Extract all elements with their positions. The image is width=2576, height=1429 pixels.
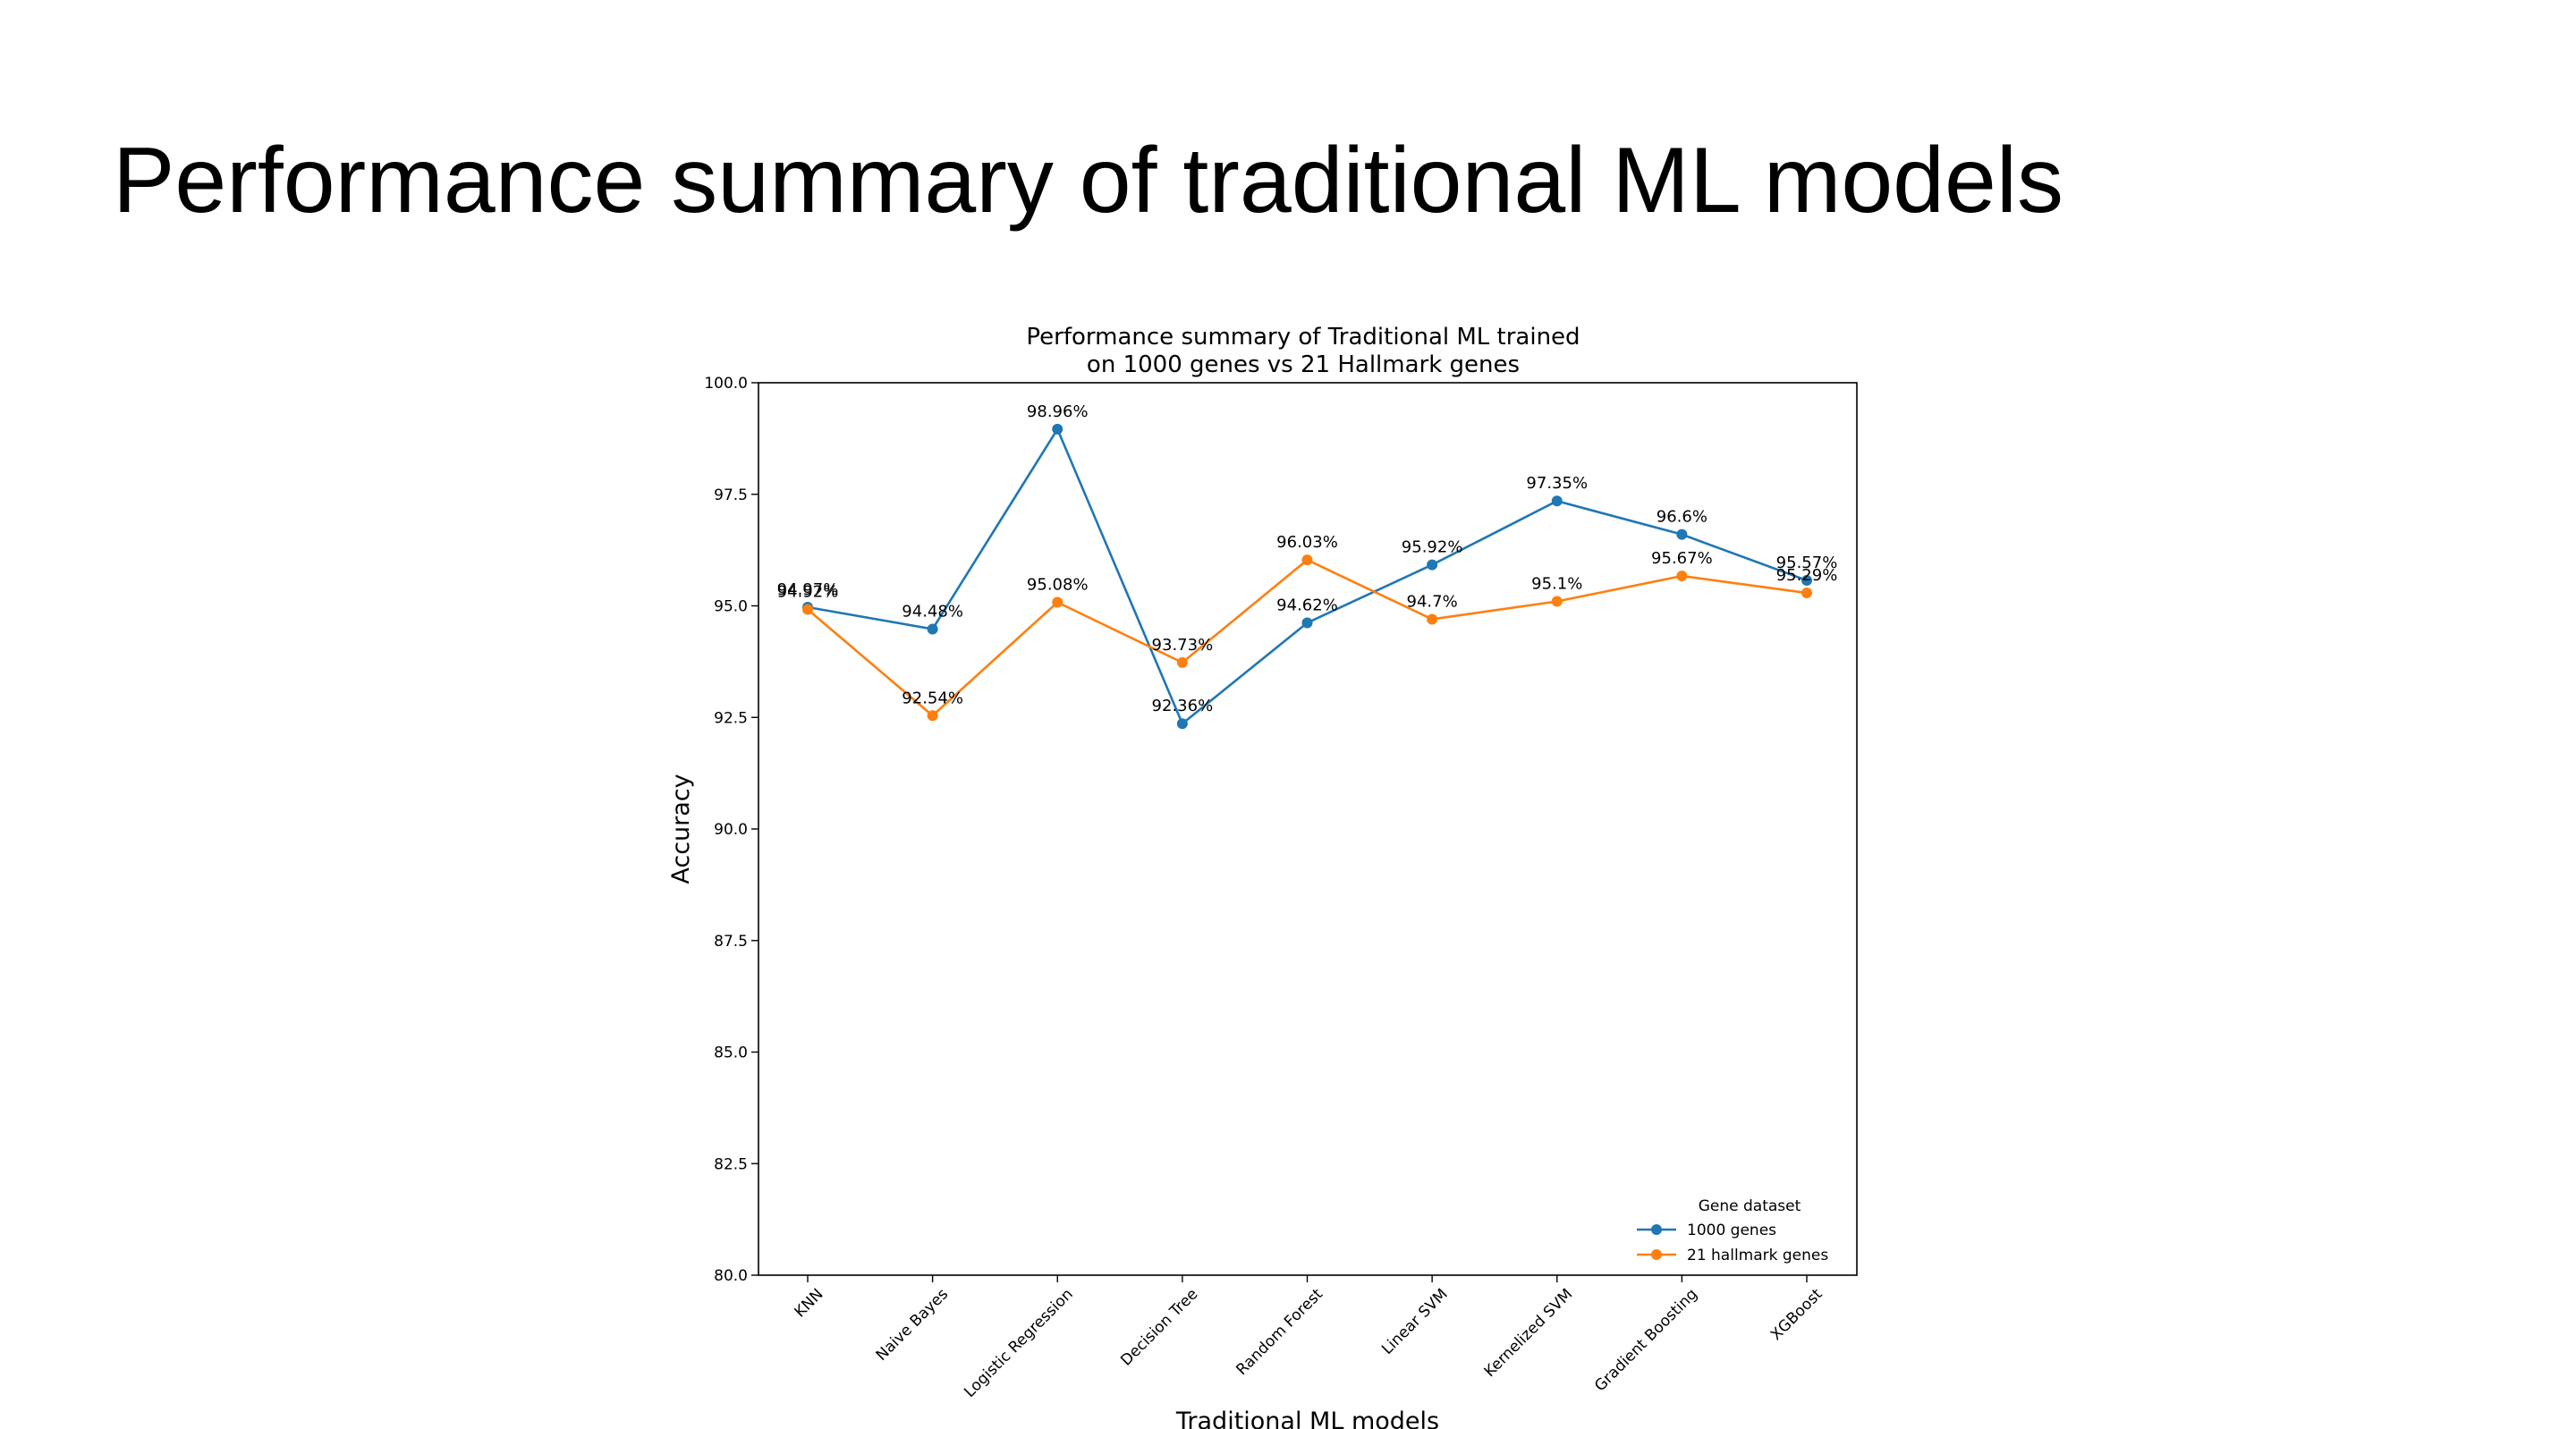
chart-title-line-1: Performance summary of Traditional ML tr… [1026, 324, 1580, 351]
data-label: 95.08% [1027, 576, 1089, 595]
data-label: 96.03% [1276, 533, 1338, 552]
data-label: 92.36% [1152, 697, 1214, 715]
data-label: 95.1% [1531, 575, 1582, 594]
legend-swatch-marker [1651, 1224, 1662, 1235]
data-label: 94.62% [1276, 596, 1338, 614]
legend-label: 1000 genes [1687, 1222, 1776, 1239]
y-tick-label: 100.0 [704, 375, 748, 393]
data-label: 98.96% [1027, 402, 1089, 421]
data-point [927, 623, 938, 635]
y-tick-label: 80.0 [714, 1267, 748, 1285]
x-tick-label: XGBoost [1767, 1285, 1826, 1344]
x-tick-label: Naive Bayes [873, 1285, 953, 1365]
x-axis-label: Traditional ML models [1175, 1408, 1439, 1429]
data-label: 96.6% [1657, 508, 1707, 527]
x-tick-label: Linear SVM [1378, 1285, 1452, 1358]
data-label: 94.7% [1407, 592, 1458, 611]
legend: Gene dataset 1000 genes 21 hallmark genes [1637, 1197, 1828, 1264]
data-label: 95.67% [1651, 549, 1713, 568]
y-tick-label: 95.0 [714, 598, 748, 616]
data-point [1801, 588, 1812, 599]
data-point [1427, 613, 1438, 625]
y-tick-label: 92.5 [714, 709, 748, 727]
y-tick-label: 97.5 [714, 486, 748, 504]
data-point [1676, 571, 1688, 582]
y-axis: 80.0 82.5 85.0 87.5 90.0 92.5 95.0 97.5 100.0 [704, 375, 758, 1285]
data-point [1052, 596, 1063, 608]
data-point [802, 604, 813, 615]
data-labels: 94.97% 94.48% 98.96% 92.36% 94.62% 95.92% 97.3… [777, 402, 1838, 715]
data-label: 94.92% [777, 582, 839, 601]
slide-title: Performance summary of traditional ML mo… [113, 129, 2063, 233]
data-point [1551, 596, 1563, 607]
data-label: 94.97% [777, 580, 839, 599]
data-point [1176, 656, 1188, 668]
legend-title: Gene dataset [1699, 1197, 1801, 1215]
data-label: 95.92% [1402, 538, 1463, 557]
data-label: 95.29% [1776, 566, 1838, 585]
series-orange [802, 554, 1812, 722]
data-point [1176, 718, 1188, 730]
x-tick-label: Logistic Regression [961, 1285, 1076, 1400]
x-tick-label: Decision Tree [1117, 1285, 1201, 1369]
data-point [1801, 575, 1812, 587]
data-point [1301, 554, 1313, 566]
y-tick-label: 82.5 [714, 1155, 748, 1173]
data-label: 93.73% [1152, 636, 1214, 655]
chart-title-line-2: on 1000 genes vs 21 Hallmark genes [1087, 351, 1520, 378]
data-label: 92.54% [902, 689, 963, 707]
legend-item: 1000 genes [1637, 1222, 1776, 1239]
x-axis: KNN Naive Bayes Logistic Regression Decisio… [792, 1275, 1826, 1401]
legend-label: 21 hallmark genes [1687, 1247, 1828, 1264]
series-blue [802, 423, 1812, 730]
data-point [1551, 495, 1563, 507]
data-label: 95.57% [1776, 554, 1838, 572]
series-layer [802, 423, 1812, 730]
y-axis-label: Accuracy [667, 774, 695, 884]
x-tick-label: Kernelized SVM [1481, 1285, 1577, 1381]
legend-swatch-marker [1651, 1249, 1662, 1260]
data-point [1676, 528, 1688, 540]
y-tick-label: 90.0 [714, 821, 748, 839]
x-tick-label: Gradient Boosting [1591, 1285, 1701, 1395]
y-tick-label: 85.0 [714, 1044, 748, 1062]
legend-item: 21 hallmark genes [1637, 1247, 1828, 1264]
series-line [807, 427, 1808, 726]
data-label: 97.35% [1526, 474, 1588, 493]
data-point [927, 710, 938, 722]
data-point [1427, 559, 1438, 571]
data-label: 94.48% [902, 602, 963, 621]
x-tick-label: Random Forest [1233, 1285, 1326, 1379]
chart-title: Performance summary of Traditional ML tr… [1026, 324, 1580, 378]
data-point [1301, 617, 1313, 629]
data-point [1052, 423, 1063, 435]
y-tick-label: 87.5 [714, 933, 748, 951]
x-tick-label: KNN [792, 1285, 827, 1321]
